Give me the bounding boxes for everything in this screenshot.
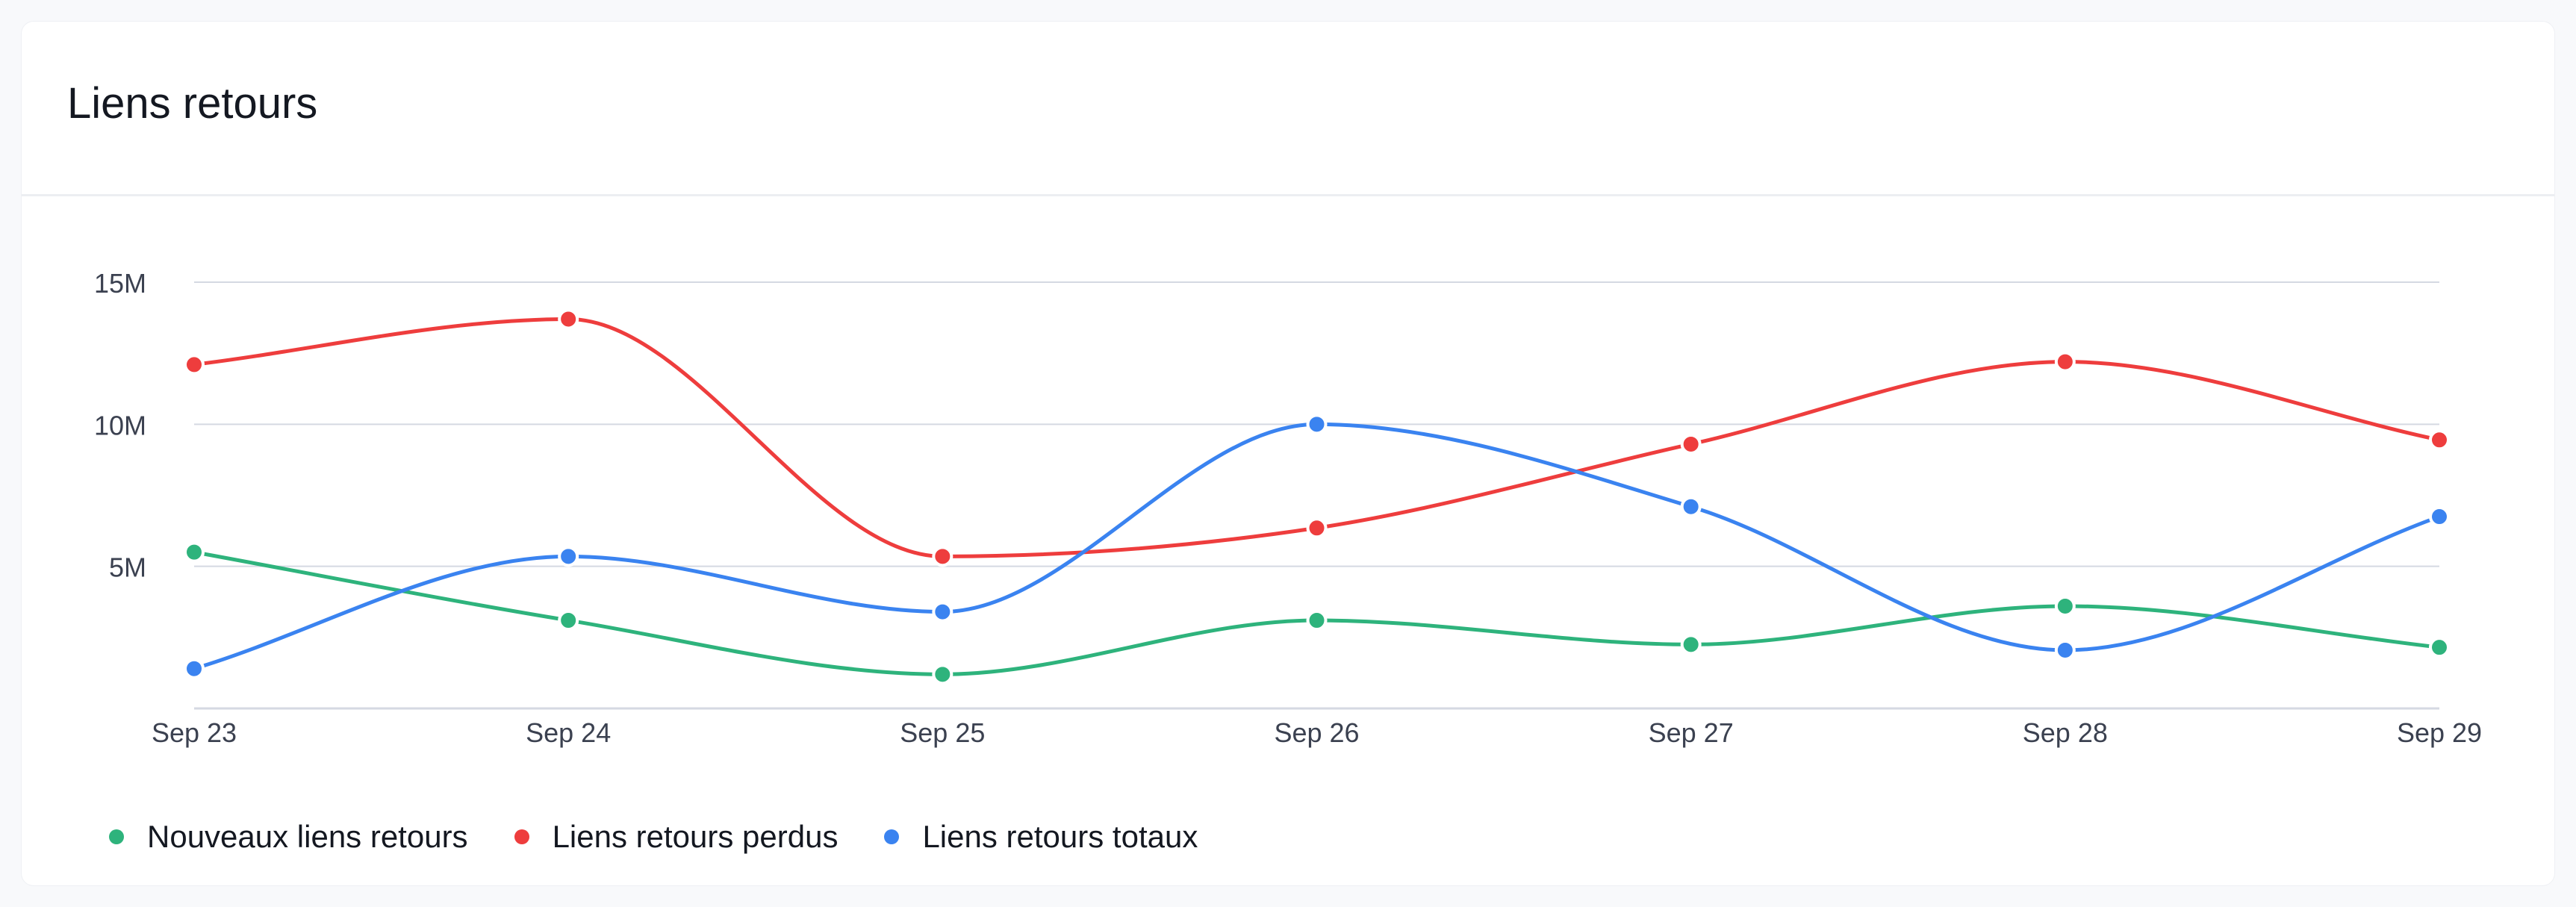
y-tick-label: 5M bbox=[109, 552, 146, 583]
x-tick-label: Sep 24 bbox=[526, 717, 611, 748]
legend-dot-icon bbox=[884, 829, 900, 844]
data-point[interactable] bbox=[2054, 351, 2076, 373]
data-point[interactable] bbox=[558, 308, 579, 330]
x-tick-label: Sep 23 bbox=[152, 717, 237, 748]
grid-lines bbox=[194, 281, 2439, 710]
chart-title: Liens retours bbox=[67, 79, 318, 128]
card-header: Liens retours bbox=[22, 22, 2554, 196]
legend-item[interactable]: Liens retours perdus bbox=[514, 819, 839, 855]
data-point[interactable] bbox=[184, 658, 205, 679]
chart-card: Liens retours 5M 10M 15M Sep 23 Sep 24 Sep 2… bbox=[22, 22, 2554, 885]
data-point[interactable] bbox=[2429, 637, 2450, 658]
data-point[interactable] bbox=[1306, 414, 1328, 435]
x-tick-label: Sep 28 bbox=[2023, 717, 2108, 748]
data-point[interactable] bbox=[558, 609, 579, 631]
data-point[interactable] bbox=[932, 601, 953, 623]
legend-label: Liens retours totaux bbox=[922, 819, 1198, 854]
x-tick-label: Sep 25 bbox=[900, 717, 985, 748]
data-points bbox=[184, 308, 2450, 685]
legend-item[interactable]: Nouveaux liens retours bbox=[109, 819, 468, 855]
chart-legend: Nouveaux liens retours Liens retours perd… bbox=[109, 819, 1244, 855]
data-point[interactable] bbox=[184, 541, 205, 563]
y-tick-label: 15M bbox=[94, 268, 146, 299]
data-point[interactable] bbox=[2429, 506, 2450, 528]
x-tick-label: Sep 29 bbox=[2397, 717, 2482, 748]
y-tick-label: 10M bbox=[94, 410, 146, 440]
data-point[interactable] bbox=[2429, 429, 2450, 451]
data-point[interactable] bbox=[184, 354, 205, 375]
data-point[interactable] bbox=[1306, 609, 1328, 631]
x-tick-label: Sep 26 bbox=[1274, 717, 1359, 748]
legend-label: Nouveaux liens retours bbox=[147, 819, 468, 854]
legend-dot-icon bbox=[514, 829, 529, 844]
x-tick-label: Sep 27 bbox=[1649, 717, 1734, 748]
data-point[interactable] bbox=[1306, 517, 1328, 539]
data-point[interactable] bbox=[1680, 433, 1702, 455]
data-point[interactable] bbox=[2054, 639, 2076, 661]
data-point[interactable] bbox=[932, 546, 953, 567]
y-axis-ticks: 5M 10M 15M bbox=[94, 268, 146, 583]
legend-item[interactable]: Liens retours totaux bbox=[884, 819, 1198, 855]
data-point[interactable] bbox=[1680, 634, 1702, 655]
legend-dot-icon bbox=[109, 829, 124, 844]
x-axis-ticks: Sep 23 Sep 24 Sep 25 Sep 26 Sep 27 Sep 28 Sep … bbox=[152, 717, 2482, 748]
data-point[interactable] bbox=[932, 664, 953, 685]
data-point[interactable] bbox=[1680, 496, 1702, 517]
data-point[interactable] bbox=[558, 546, 579, 567]
legend-label: Liens retours perdus bbox=[552, 819, 839, 854]
data-point[interactable] bbox=[2054, 595, 2076, 617]
series-line-3 bbox=[192, 422, 2442, 671]
